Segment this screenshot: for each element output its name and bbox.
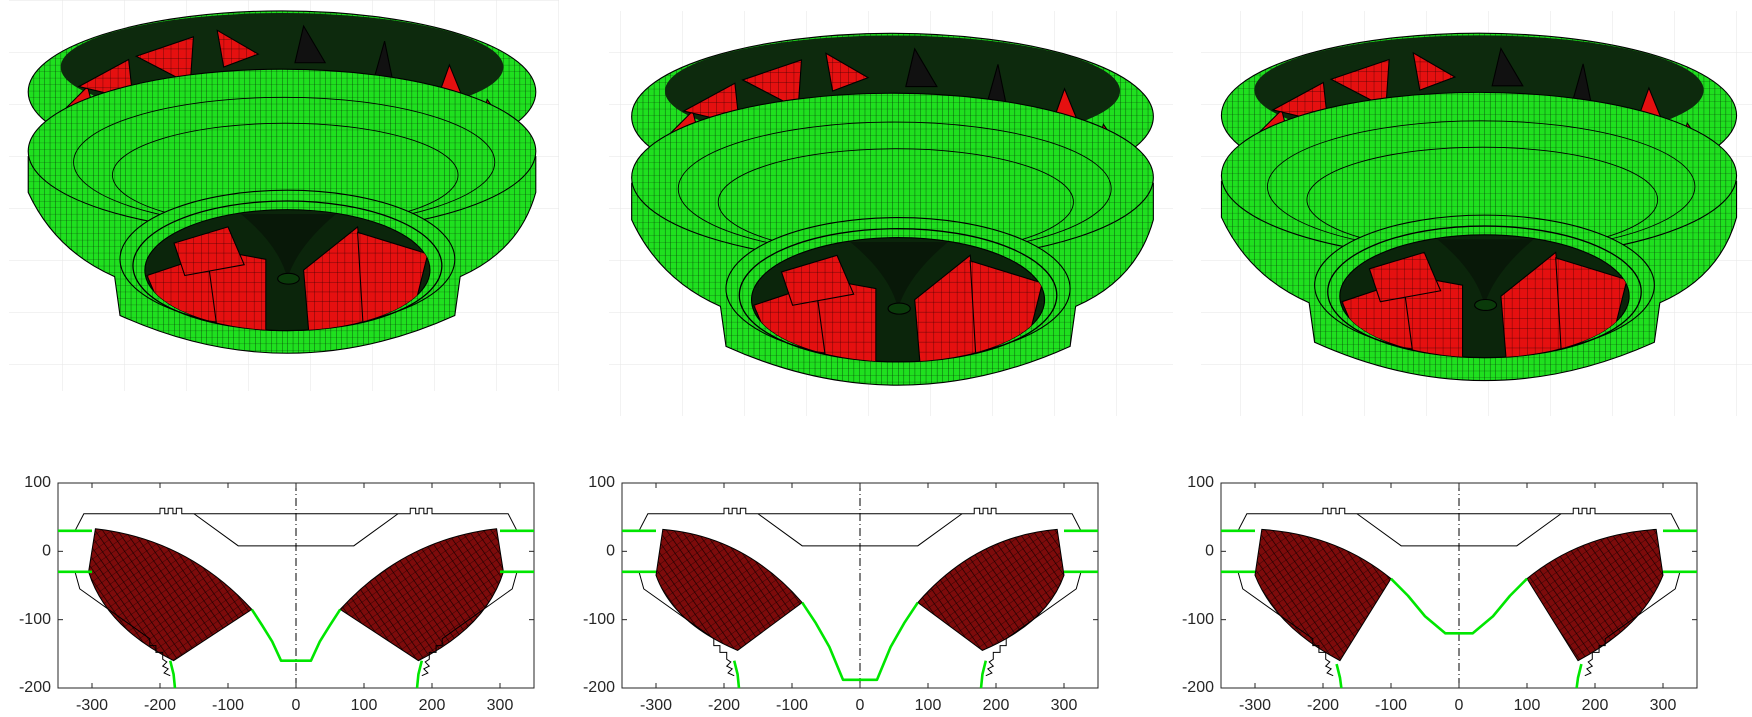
- y-tick-label: -100: [1182, 611, 1214, 628]
- y-tick-label: 100: [24, 474, 51, 491]
- x-tick-label: 0: [856, 697, 865, 714]
- section-drawing: [638, 482, 1082, 689]
- x-tick-label: 200: [1582, 697, 1609, 714]
- x-tick-label: -100: [1375, 697, 1407, 714]
- x-tick-label: 300: [1650, 697, 1677, 714]
- x-tick-label: -300: [1239, 697, 1271, 714]
- y-tick-label: 100: [1187, 474, 1214, 491]
- blade-section: [1527, 529, 1663, 660]
- blade-section: [656, 529, 802, 650]
- profile-line: [622, 529, 1098, 689]
- x-tick-label: 300: [1051, 697, 1078, 714]
- profile-line: [1221, 529, 1697, 689]
- x-tick-label: 100: [351, 697, 378, 714]
- y-tick-label: 0: [1205, 543, 1214, 560]
- section-drawing: [1237, 482, 1681, 689]
- x-tick-label: -300: [640, 697, 672, 714]
- x-tick-label: 300: [487, 697, 514, 714]
- x-tick-label: 0: [1455, 697, 1464, 714]
- y-tick-label: -200: [1182, 679, 1214, 696]
- x-tick-label: 100: [1514, 697, 1541, 714]
- y-tick-label: -100: [583, 611, 615, 628]
- section-drawing: [74, 482, 518, 689]
- y-tick-label: -200: [19, 679, 51, 696]
- y-tick-label: 100: [588, 474, 615, 491]
- x-tick-label: 200: [419, 697, 446, 714]
- x-tick-label: -200: [708, 697, 740, 714]
- y-tick-label: -100: [19, 611, 51, 628]
- blade-section: [89, 529, 252, 661]
- profile-line: [58, 529, 534, 689]
- x-tick-label: -100: [212, 697, 244, 714]
- blade-section: [1255, 529, 1391, 660]
- x-tick-label: -200: [1307, 697, 1339, 714]
- x-tick-label: 100: [915, 697, 942, 714]
- x-tick-label: -300: [76, 697, 108, 714]
- x-tick-label: 200: [983, 697, 1010, 714]
- x-tick-label: -100: [776, 697, 808, 714]
- blade-section: [340, 529, 503, 661]
- y-tick-label: -200: [583, 679, 615, 696]
- x-tick-label: 0: [292, 697, 301, 714]
- y-tick-label: 0: [606, 543, 615, 560]
- x-tick-label: -200: [144, 697, 176, 714]
- y-tick-label: 0: [42, 543, 51, 560]
- blade-section: [918, 529, 1064, 650]
